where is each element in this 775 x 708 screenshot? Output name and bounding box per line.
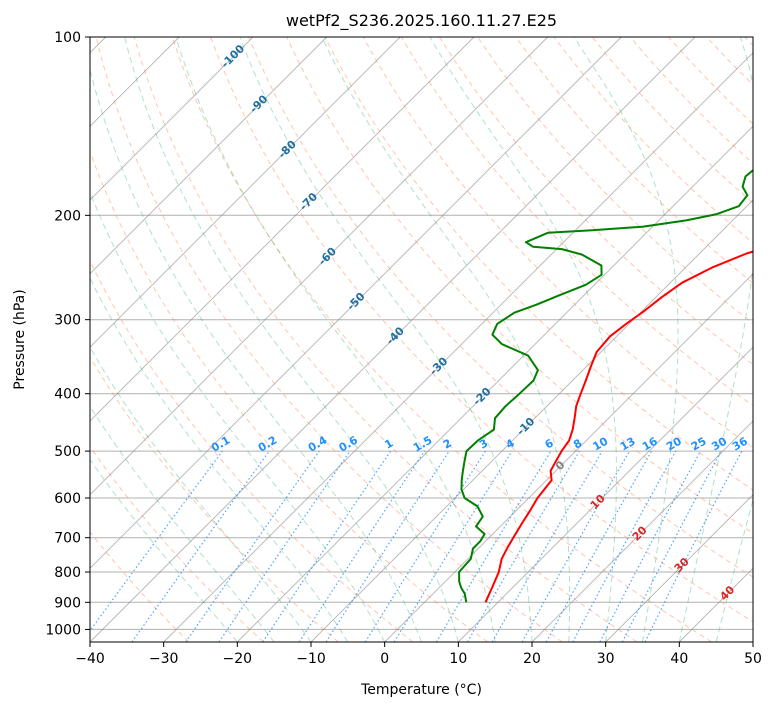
dry-adiabat-line — [90, 356, 339, 642]
chart-title: wetPf2_S236.2025.160.11.27.E25 — [286, 11, 557, 31]
mixing-ratio-line — [325, 450, 450, 642]
y-tick-label: 200 — [54, 208, 81, 224]
x-tick-label: 20 — [523, 651, 541, 667]
mixing-ratio-line — [262, 450, 392, 642]
x-tick-label: 0 — [380, 651, 389, 667]
moist-adiabat-line — [678, 37, 753, 642]
moist-adiabat-line — [715, 498, 753, 642]
mixing-ratio-line — [90, 450, 223, 632]
x-tick-label: −30 — [149, 651, 179, 667]
moist-adiabat-line — [124, 37, 459, 642]
isotherm-line — [90, 37, 401, 348]
temperature-profile — [484, 250, 753, 603]
isotherm-line — [90, 37, 696, 642]
x-tick-label: 40 — [670, 651, 688, 667]
y-tick-label: 900 — [54, 595, 81, 611]
mixing-ratio-line — [298, 450, 425, 642]
x-tick-label: −40 — [75, 651, 105, 667]
moist-adiabat-line — [90, 277, 349, 642]
y-axis-title: Pressure (hPa) — [12, 289, 28, 389]
dry-adiabat-line — [95, 37, 563, 642]
y-tick-label: 1000 — [45, 622, 81, 638]
y-tick-label: 300 — [54, 313, 81, 329]
moist-adiabat-line — [90, 346, 312, 642]
mixing-ratio-line — [644, 450, 743, 642]
dry-adiabat-line — [90, 445, 264, 642]
dry-adiabat-line — [438, 37, 753, 366]
moist-adiabat-line — [90, 405, 275, 642]
isotherm-line — [90, 37, 328, 275]
plot-frame — [89, 36, 754, 643]
moist-adiabat-line — [239, 37, 533, 642]
mixing-ratio-line — [218, 450, 351, 642]
x-tick-label: −20 — [223, 651, 253, 667]
isotherm-line — [90, 37, 475, 422]
x-tick-label: −10 — [296, 651, 326, 667]
y-tick-label: 500 — [54, 444, 81, 460]
axes: −40 −30 −20 −10 0 10 20 30 40 50 1000 900 800 700 600 5… — [45, 30, 762, 667]
dry-adiabat-line — [248, 37, 753, 578]
dry-adiabat-line — [90, 259, 414, 642]
y-tick-label: 700 — [54, 531, 81, 547]
moist-adiabat-line — [90, 67, 422, 642]
isotherm-line — [90, 37, 622, 569]
y-tick-label: 100 — [54, 30, 81, 46]
mixing-ratio-line — [545, 450, 653, 642]
isotherm-line — [384, 273, 753, 642]
x-axis-title: Temperature (°C) — [360, 682, 482, 698]
moist-adiabat-line — [429, 37, 617, 642]
mixing-ratio-line — [393, 450, 513, 642]
y-tick-label: 800 — [54, 565, 81, 581]
x-tick-label: 30 — [597, 651, 615, 667]
moist-adiabat-line — [90, 458, 238, 642]
y-tick-label: 400 — [54, 387, 81, 403]
moist-adiabat-line — [321, 37, 571, 642]
dry-adiabat-line — [286, 37, 753, 534]
isotherm-line — [90, 37, 549, 496]
x-tick-label: 50 — [744, 651, 762, 667]
dry-adiabat-line — [400, 37, 753, 407]
plot-area: 0.1 0.2 0.4 0.6 1 1.5 2 3 4 6 8 10 13 16 20 25 30 36-100-… — [90, 37, 753, 642]
isotherm-line — [236, 125, 753, 642]
dry-adiabat-line — [90, 531, 190, 642]
dewpoint-profile — [458, 168, 753, 603]
moist-adiabat-line — [90, 190, 386, 642]
x-tick-label: 10 — [449, 651, 467, 667]
isotherm-line — [310, 199, 753, 642]
mixing-ratio-line — [572, 450, 677, 642]
mixing-ratio-line — [185, 450, 320, 642]
y-tick-label: 600 — [54, 491, 81, 507]
dry-adiabat-line — [515, 37, 753, 284]
dry-adiabat-line — [133, 37, 638, 642]
moist-adiabat-line — [573, 37, 679, 642]
dry-adiabat-line — [90, 150, 488, 642]
isotherm-line — [163, 52, 753, 642]
isotherm-line — [90, 37, 254, 201]
isotherm-line — [531, 420, 753, 642]
isotherm-line — [457, 346, 753, 642]
dry-adiabat-line — [171, 37, 712, 642]
dry-adiabat-line — [210, 37, 753, 623]
isotherm-line — [605, 494, 753, 642]
mixing-ratio-line — [131, 450, 270, 642]
mixing-ratio-line — [521, 450, 631, 642]
